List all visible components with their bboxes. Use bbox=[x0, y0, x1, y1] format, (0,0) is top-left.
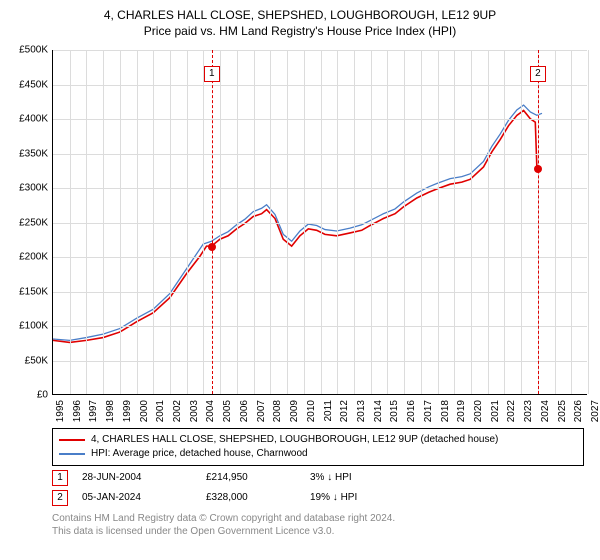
y-axis-label: £300K bbox=[19, 183, 48, 194]
event-pct: 3% ↓ HPI bbox=[310, 468, 400, 488]
marker-dot-1 bbox=[208, 243, 216, 251]
grid-v bbox=[321, 50, 322, 394]
y-axis-label: £450K bbox=[19, 79, 48, 90]
y-axis-label: £350K bbox=[19, 148, 48, 159]
grid-v bbox=[488, 50, 489, 394]
event-date: 05-JAN-2024 bbox=[82, 488, 192, 508]
grid-v bbox=[70, 50, 71, 394]
marker-box-2: 2 bbox=[530, 66, 546, 82]
grid-v bbox=[187, 50, 188, 394]
grid-v bbox=[220, 50, 221, 394]
grid-v bbox=[254, 50, 255, 394]
grid-v bbox=[371, 50, 372, 394]
marker-line-1 bbox=[212, 50, 213, 394]
chart-subtitle: Price paid vs. HM Land Registry's House … bbox=[0, 22, 600, 42]
footer-line-2: This data is licensed under the Open Gov… bbox=[52, 525, 395, 538]
series-property bbox=[53, 111, 537, 343]
y-axis-label: £200K bbox=[19, 252, 48, 263]
event-price: £214,950 bbox=[206, 468, 296, 488]
y-axis-label: £150K bbox=[19, 286, 48, 297]
event-row: 2 05-JAN-2024 £328,000 19% ↓ HPI bbox=[52, 488, 400, 508]
legend-label: 4, CHARLES HALL CLOSE, SHEPSHED, LOUGHBO… bbox=[91, 433, 498, 447]
event-price: £328,000 bbox=[206, 488, 296, 508]
grid-v bbox=[387, 50, 388, 394]
event-pct: 19% ↓ HPI bbox=[310, 488, 400, 508]
y-axis-label: £50K bbox=[25, 355, 48, 366]
grid-v bbox=[438, 50, 439, 394]
legend: 4, CHARLES HALL CLOSE, SHEPSHED, LOUGHBO… bbox=[52, 428, 584, 466]
y-axis-label: £400K bbox=[19, 114, 48, 125]
footer-text: Contains HM Land Registry data © Crown c… bbox=[52, 512, 395, 538]
marker-box-1: 1 bbox=[204, 66, 220, 82]
grid-v bbox=[120, 50, 121, 394]
grid-v bbox=[137, 50, 138, 394]
grid-v bbox=[521, 50, 522, 394]
chart-area: 12 bbox=[52, 50, 587, 420]
grid-v bbox=[86, 50, 87, 394]
event-row: 1 28-JUN-2004 £214,950 3% ↓ HPI bbox=[52, 468, 400, 488]
event-table: 1 28-JUN-2004 £214,950 3% ↓ HPI 2 05-JAN-2024… bbox=[52, 468, 400, 508]
y-axis-label: £0 bbox=[37, 390, 48, 401]
legend-label: HPI: Average price, detached house, Char… bbox=[91, 447, 308, 461]
plot-area: 12 bbox=[52, 50, 587, 395]
y-axis-label: £500K bbox=[19, 45, 48, 56]
x-axis-label: 2027 bbox=[590, 400, 600, 422]
grid-v bbox=[337, 50, 338, 394]
event-date: 28-JUN-2004 bbox=[82, 468, 192, 488]
grid-v bbox=[203, 50, 204, 394]
legend-row: HPI: Average price, detached house, Char… bbox=[59, 447, 577, 461]
y-axis-label: £250K bbox=[19, 217, 48, 228]
grid-v bbox=[304, 50, 305, 394]
marker-line-2 bbox=[538, 50, 539, 394]
grid-v bbox=[270, 50, 271, 394]
grid-v bbox=[237, 50, 238, 394]
grid-v bbox=[103, 50, 104, 394]
event-marker-1: 1 bbox=[52, 470, 68, 486]
grid-v bbox=[588, 50, 589, 394]
y-axis-label: £100K bbox=[19, 321, 48, 332]
grid-v bbox=[421, 50, 422, 394]
grid-v bbox=[555, 50, 556, 394]
grid-v bbox=[170, 50, 171, 394]
legend-row: 4, CHARLES HALL CLOSE, SHEPSHED, LOUGHBO… bbox=[59, 433, 577, 447]
event-marker-2: 2 bbox=[52, 490, 68, 506]
grid-v bbox=[504, 50, 505, 394]
legend-swatch bbox=[59, 453, 85, 455]
grid-v bbox=[454, 50, 455, 394]
grid-v bbox=[471, 50, 472, 394]
grid-v bbox=[354, 50, 355, 394]
chart-title: 4, CHARLES HALL CLOSE, SHEPSHED, LOUGHBO… bbox=[0, 0, 600, 22]
grid-v bbox=[571, 50, 572, 394]
footer-line-1: Contains HM Land Registry data © Crown c… bbox=[52, 512, 395, 525]
marker-dot-2 bbox=[534, 165, 542, 173]
grid-v bbox=[287, 50, 288, 394]
grid-v bbox=[153, 50, 154, 394]
legend-swatch bbox=[59, 439, 85, 441]
grid-v bbox=[404, 50, 405, 394]
